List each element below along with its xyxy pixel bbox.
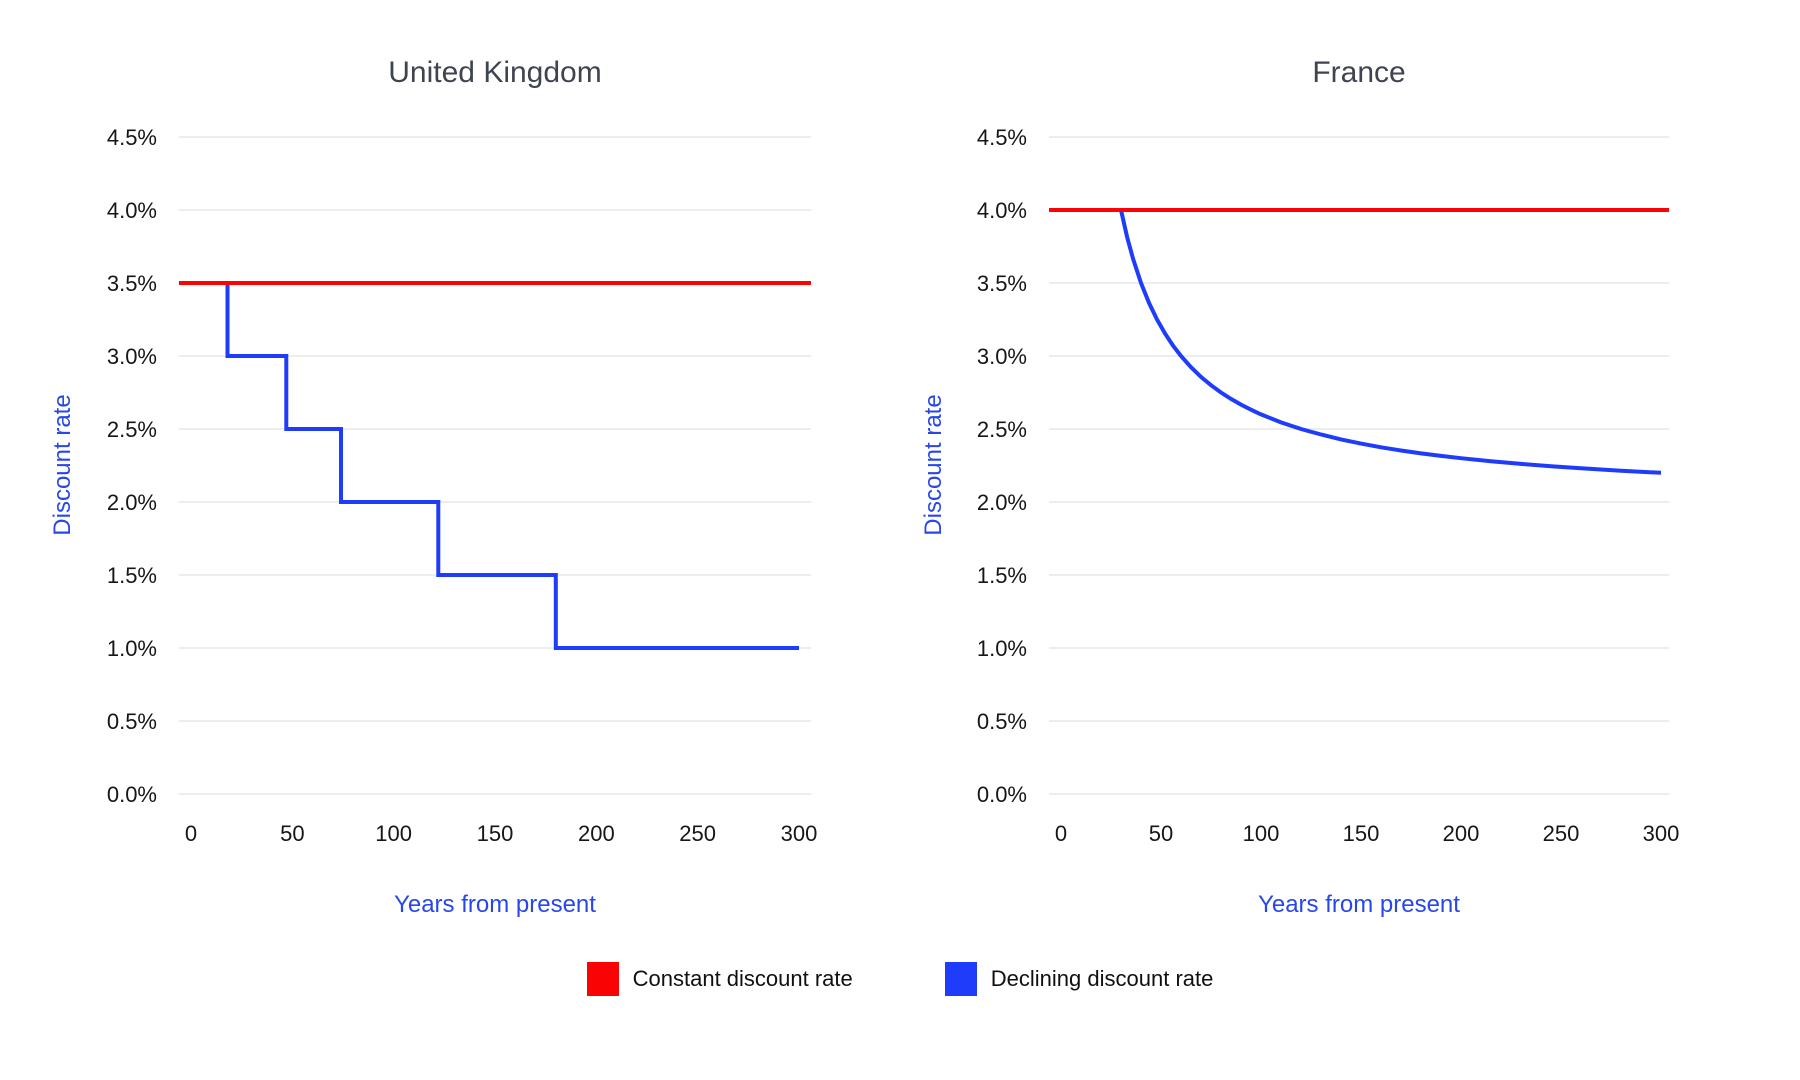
chart-france: 0.0% 0.5% 1.0% 1.5% 2.0% 2.5% 3.0% 3.5% 4.0% 4.5%… (977, 125, 1680, 846)
x-axis-label-uk: Years from present (394, 891, 596, 918)
y-tick-label: 1.5% (977, 563, 1027, 588)
y-tick-label: 0.5% (977, 709, 1027, 734)
x-tick-label: 300 (1643, 821, 1680, 846)
y-tick-label: 0.0% (107, 782, 157, 807)
y-tick-label: 0.5% (107, 709, 157, 734)
chart-uk: 0.0% 0.5% 1.0% 1.5% 2.0% 2.5% 3.0% 3.5% 4.0% 4.5%… (107, 125, 818, 846)
legend-item-constant: Constant discount rate (586, 962, 853, 996)
x-tick-label: 0 (185, 821, 197, 846)
series-line-declining (1119, 209, 1662, 475)
y-tick-label: 0.0% (977, 782, 1027, 807)
y-tick-label: 3.5% (107, 271, 157, 296)
legend: Constant discount rate Declining discoun… (0, 962, 1800, 996)
x-tick-label: 150 (477, 821, 514, 846)
y-tick-label: 2.0% (107, 490, 157, 515)
y-tick-label: 2.5% (107, 417, 157, 442)
legend-item-declining: Declining discount rate (944, 962, 1214, 996)
x-tick-label: 250 (1543, 821, 1580, 846)
x-tick-label: 100 (1243, 821, 1280, 846)
y-tick-label: 1.5% (107, 563, 157, 588)
chart-title-uk: United Kingdom (388, 56, 602, 89)
legend-swatch-declining-blue (944, 962, 977, 996)
legend-label-constant: Constant discount rate (632, 966, 853, 991)
x-axis-label-france: Years from present (1258, 891, 1460, 918)
charts-canvas: 0.0% 0.5% 1.0% 1.5% 2.0% 2.5% 3.0% 3.5% 4.0% 4.5%… (107, 125, 1680, 846)
x-tick-label: 0 (1055, 821, 1067, 846)
y-tick-label: 3.5% (977, 271, 1027, 296)
chart-title-france: France (1312, 56, 1406, 89)
series-line-declining (191, 281, 799, 650)
y-tick-label: 2.5% (977, 417, 1027, 442)
y-tick-label: 3.0% (977, 344, 1027, 369)
x-tick-label: 100 (375, 821, 412, 846)
y-tick-label: 1.0% (107, 636, 157, 661)
legend-swatch-constant-red (586, 962, 619, 996)
x-tick-label: 300 (781, 821, 818, 846)
y-tick-label: 2.0% (977, 490, 1027, 515)
y-tick-label: 1.0% (977, 636, 1027, 661)
x-tick-label: 200 (1443, 821, 1480, 846)
y-tick-label: 4.0% (107, 198, 157, 223)
legend-label-declining: Declining discount rate (990, 966, 1214, 991)
x-tick-label: 150 (1343, 821, 1380, 846)
x-tick-label: 50 (280, 821, 304, 846)
x-tick-label: 50 (1149, 821, 1173, 846)
y-tick-label: 3.0% (107, 344, 157, 369)
x-tick-label: 200 (578, 821, 615, 846)
x-tick-label: 250 (679, 821, 716, 846)
y-tick-label: 4.0% (977, 198, 1027, 223)
y-tick-label: 4.5% (107, 125, 157, 150)
y-tick-label: 4.5% (977, 125, 1027, 150)
